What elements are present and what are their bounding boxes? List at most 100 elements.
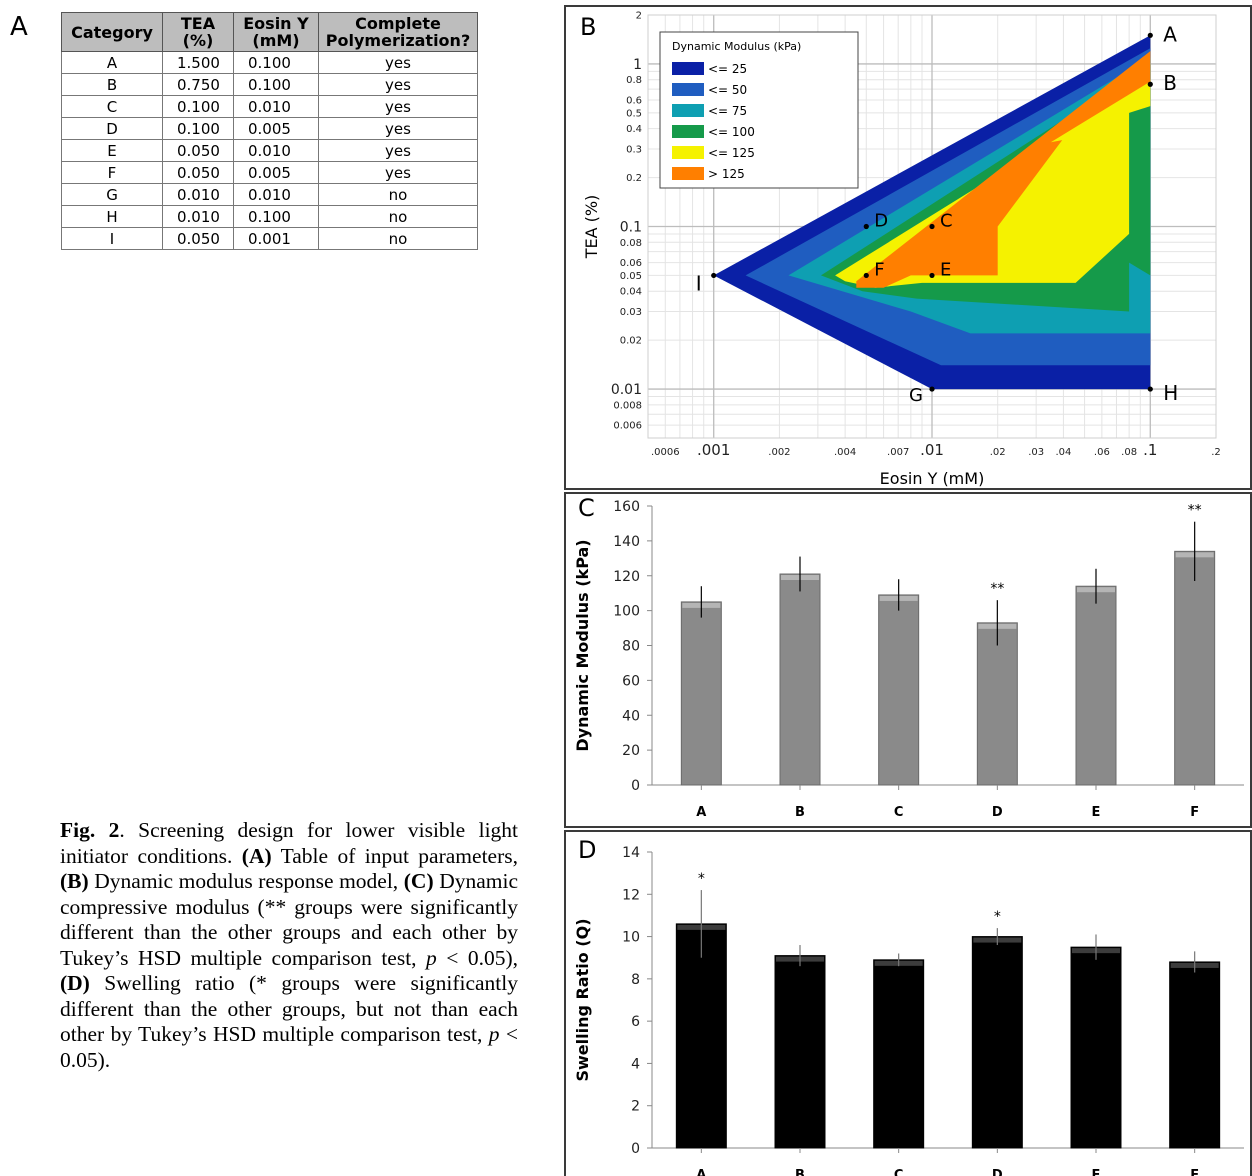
table-cell: 0.010 [233,139,319,162]
x-tick-label: .02 [990,447,1006,458]
bar [873,959,925,1149]
table-cell: 0.050 [162,139,234,162]
table-row: D 0.100 0.005 yes [61,117,478,140]
table-cell: 0.100 [162,95,234,118]
legend-label: <= 50 [708,83,747,97]
significance-marker: * [698,871,705,887]
legend-swatch [672,125,704,138]
x-tick-label: .01 [920,441,944,459]
design-point [863,223,869,230]
design-point [929,272,935,279]
x-axis-label: Eosin Y (mM) [880,469,985,488]
design-point [929,386,935,392]
table-cell: B [61,73,163,96]
y-tick-label: 1 [633,57,642,73]
table-cell: yes [318,161,478,184]
table-cell: no [318,183,478,206]
y-tick-label: 6 [631,1014,640,1030]
table-cell: 0.050 [162,161,234,184]
point-label: I [696,271,702,295]
x-tick-label: B [795,1168,805,1176]
table-cell: yes [318,95,478,118]
y-tick-label: 0.06 [620,258,642,269]
legend-swatch [672,146,704,159]
header-eosin: Eosin Y (mM) [233,12,319,52]
bar [680,601,722,786]
y-tick-label: 8 [631,972,640,988]
table-cell: yes [318,73,478,96]
significance-marker: * [994,909,1001,925]
x-tick-label: E [1092,805,1101,820]
y-tick-label: 0.5 [626,108,642,119]
y-tick-label: 120 [613,569,640,585]
y-tick-label: 0.03 [620,307,642,318]
x-tick-label: .06 [1094,447,1110,458]
legend-swatch [672,104,704,117]
table-cell: D [61,117,163,140]
design-point [1147,81,1153,87]
swelling-ratio-bar-chart: D 0 2 4 6 8 10 12 14 Swelling Ratio (Q) A * B C D * E F [564,830,1252,1176]
panel-letter-d: D [578,836,596,864]
x-tick-label: .1 [1143,441,1157,459]
table-cell: yes [318,117,478,140]
table-cell: 0.005 [233,117,319,140]
table-row: C 0.100 0.010 yes [61,95,478,118]
table-row: G 0.010 0.010 no [61,183,478,206]
y-tick-label: 0.2 [626,173,642,184]
x-tick-label: C [894,1168,904,1176]
table-cell: F [61,161,163,184]
header-category: Category [61,12,163,52]
table-cell: 0.010 [162,205,234,228]
y-tick-label: 0.01 [611,382,642,398]
y-tick-label: 0.4 [626,124,642,135]
x-tick-label: .04 [1055,447,1071,458]
table-cell: 0.100 [233,205,319,228]
legend-label: <= 25 [708,62,747,76]
point-label: D [874,211,888,232]
point-label: F [874,259,884,280]
point-label: A [1163,22,1177,46]
table-cell: 0.005 [233,161,319,184]
table-cell: I [61,227,163,250]
figure-caption: Fig. 2. Screening design for lower visib… [60,818,519,1072]
legend-swatch [672,83,704,96]
y-tick-label: 0.04 [620,287,642,298]
legend-label: <= 125 [708,146,755,160]
design-point [1147,386,1153,392]
legend: Dynamic Modulus (kPa) <= 25 <= 50 <= 75 <= 1… [659,31,859,189]
y-tick-label: 100 [613,604,640,620]
y-tick-label: 0.05 [620,271,642,282]
bar [976,622,1018,786]
legend-title: Dynamic Modulus (kPa) [672,40,801,53]
table-cell: no [318,205,478,228]
bar [675,923,727,1149]
x-tick-label: F [1190,1168,1199,1176]
y-axis-label: TEA (%) [582,195,601,260]
table-cell: 0.010 [162,183,234,206]
table-cell: 0.050 [162,227,234,250]
bar [971,936,1023,1149]
x-tick-label: .001 [697,441,730,459]
y-tick-label: 10 [622,930,640,946]
table-row: I 0.050 0.001 no [61,227,478,250]
y-tick-label: 0.6 [626,96,642,107]
y-axis-label: Dynamic Modulus (kPa) [573,539,592,751]
table-cell: 0.100 [162,117,234,140]
table-cell: yes [318,51,478,74]
point-label: B [1163,71,1177,95]
y-tick-label: 2 [636,11,642,22]
table-cell: A [61,51,163,74]
table-row: A 1.500 0.100 yes [61,51,478,74]
header-polymerization: Complete Polymerization? [318,12,478,52]
point-label: E [940,259,951,280]
table-row: E 0.050 0.010 yes [61,139,478,162]
table-cell: 0.010 [233,183,319,206]
y-axis-label: Swelling Ratio (Q) [573,918,592,1081]
x-tick-label: .007 [887,447,909,458]
table-cell: 0.010 [233,95,319,118]
bar [1169,961,1221,1149]
bar [1075,585,1117,786]
x-tick-label: .004 [834,447,856,458]
y-tick-label: 0.08 [620,238,642,249]
y-tick-label: 140 [613,534,640,550]
